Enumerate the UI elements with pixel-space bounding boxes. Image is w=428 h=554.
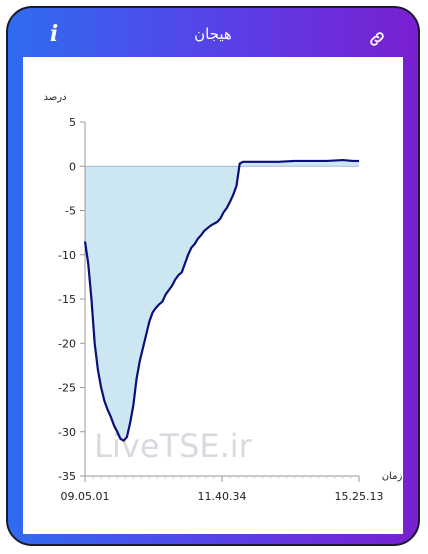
widget-card: i هیجان درصد زمان LiveTSE.ir 5 0 -5 -10 -15-… bbox=[6, 6, 420, 546]
info-icon[interactable]: i bbox=[49, 21, 59, 47]
chart: درصد زمان LiveTSE.ir 50-5-10-15-20-25-30… bbox=[43, 92, 403, 503]
header-bar: i هیجان bbox=[8, 8, 418, 58]
y-tick-label: -30 bbox=[58, 426, 76, 439]
link-icon[interactable] bbox=[368, 30, 386, 48]
y-tick-label: -10 bbox=[58, 249, 76, 262]
y-tick-label: -25 bbox=[58, 382, 76, 395]
x-tick-label: 15.25.13 bbox=[335, 490, 384, 503]
series-line bbox=[83, 158, 359, 442]
y-tick-label: -15 bbox=[58, 293, 76, 306]
y-tick-label: 0 bbox=[69, 160, 76, 173]
y-tick-label: 5 bbox=[69, 116, 76, 129]
y-axis-title: درصد bbox=[43, 92, 66, 103]
chart-panel: درصد زمان LiveTSE.ir 5 0 -5 -10 -15 -20 -25 -30… bbox=[23, 57, 403, 534]
x-tick-label: 11.40.34 bbox=[198, 490, 247, 503]
x-tick-label: 09.05.01 bbox=[61, 490, 110, 503]
y-tick-label: -5 bbox=[65, 205, 76, 218]
series-area bbox=[85, 160, 359, 441]
y-tick-label: -35 bbox=[58, 470, 76, 483]
x-axis-title: زمان bbox=[382, 471, 403, 482]
page-title: هیجان bbox=[194, 25, 232, 43]
y-tick-label: -20 bbox=[58, 337, 76, 350]
